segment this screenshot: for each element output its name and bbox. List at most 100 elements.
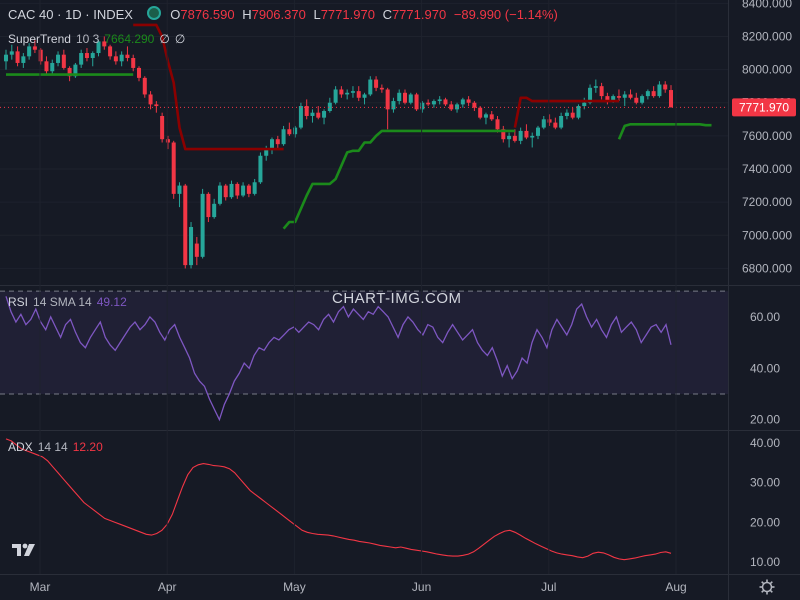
time-tick-label: Aug <box>665 580 686 594</box>
rsi-legend[interactable]: RSI 14 SMA 14 49.12 <box>8 295 132 309</box>
last-price-label: 7771.970 <box>739 100 789 114</box>
candle-body <box>460 99 465 105</box>
candle-body <box>426 102 431 105</box>
candle-body <box>3 54 9 62</box>
candle-body <box>541 119 546 128</box>
last-price-badge <box>732 98 796 117</box>
adx-legend[interactable]: ADX 14 14 12.20 <box>8 440 108 454</box>
candle-body <box>154 104 159 107</box>
symbol-header: CAC 40 · 1D · INDEX O7876.590 H7906.370 … <box>8 6 562 22</box>
rsi-value: 49.12 <box>96 295 127 309</box>
candle-body <box>96 41 101 54</box>
candle-body <box>136 67 142 78</box>
candle-body <box>38 49 43 62</box>
candle-body <box>148 94 153 105</box>
candle-body <box>634 97 639 103</box>
candle-body <box>379 87 384 90</box>
candle-body <box>113 56 118 62</box>
candle-body <box>316 112 321 118</box>
supertrend-line <box>513 96 619 128</box>
candle-body <box>9 51 14 55</box>
candle-body <box>235 183 240 196</box>
candle-body <box>645 91 650 97</box>
settings-gear-icon[interactable] <box>759 579 775 595</box>
gear-ring <box>761 581 773 593</box>
candle-body <box>160 115 165 140</box>
rsi-line <box>5 296 672 422</box>
candle-body <box>27 46 32 57</box>
candle-body <box>668 90 674 108</box>
candle-body <box>535 127 541 136</box>
adx-label: ADX <box>8 440 33 454</box>
price-tick-label: 7600.000 <box>742 129 792 143</box>
candle-body <box>73 64 78 77</box>
candle-body <box>657 84 662 97</box>
candle-body <box>229 183 234 198</box>
candle-body <box>84 53 89 58</box>
rsi-band-fill <box>0 291 728 394</box>
candle-body <box>333 89 338 103</box>
high-value: 7906.370 <box>251 7 306 22</box>
candle-body <box>212 203 217 218</box>
price-tick-label: 8000.000 <box>742 63 792 77</box>
candle-body <box>79 53 84 65</box>
candle-body <box>495 119 500 130</box>
rsi-tick-label: 20.00 <box>750 413 780 427</box>
candle-body <box>478 107 483 118</box>
time-tick-label: Jul <box>541 580 556 594</box>
symbol-title[interactable]: CAC 40 · 1D · INDEX <box>8 7 133 22</box>
candle-body <box>67 67 72 77</box>
candle-body <box>206 193 211 218</box>
candle-body <box>165 139 170 143</box>
adx-value: 12.20 <box>72 440 103 454</box>
rsi-params: 14 SMA 14 <box>33 295 92 309</box>
candle-body <box>258 155 263 183</box>
candle-body <box>15 51 20 63</box>
supertrend-label: SuperTrend <box>8 32 71 46</box>
candle-body <box>223 185 228 198</box>
candle-body <box>553 122 558 128</box>
candle-body <box>397 92 402 102</box>
candle-body <box>489 114 494 120</box>
rsi-tick-label: 60.00 <box>750 310 780 324</box>
candle-body <box>310 112 315 116</box>
candle-body <box>651 91 656 97</box>
candle-body <box>131 57 136 68</box>
time-tick-label: Apr <box>158 580 177 594</box>
adx-tick-label: 40.00 <box>750 436 780 450</box>
price-tick-label: 8400.000 <box>742 0 792 10</box>
candle-body <box>611 96 616 102</box>
adx-tick-label: 20.00 <box>750 515 780 529</box>
candle-body <box>524 130 529 138</box>
candle-body <box>61 54 66 68</box>
candle-body <box>628 94 633 98</box>
low-label: L <box>313 7 321 22</box>
candle-body <box>102 41 107 47</box>
candle-body <box>246 185 251 194</box>
candle-body <box>518 130 523 141</box>
candle-body <box>547 119 552 123</box>
close-label: C <box>382 7 392 22</box>
candle-body <box>431 101 436 105</box>
candle-body <box>443 99 448 105</box>
candle-body <box>414 94 419 110</box>
candle-body <box>252 182 257 194</box>
candle-body <box>374 79 379 88</box>
candle-body <box>605 96 610 102</box>
candle-body <box>449 104 454 110</box>
tradingview-logo-icon <box>12 543 35 556</box>
adx-line <box>5 438 672 561</box>
supertrend-params: 10 3 <box>75 32 100 46</box>
open-label: O <box>170 7 181 22</box>
gear-tooth <box>761 581 765 585</box>
empty-set-icon: ∅ <box>159 32 170 46</box>
supertrend-legend[interactable]: SuperTrend 10 3 7664.290 ∅ ∅ <box>8 32 190 46</box>
supertrend-line <box>282 129 515 230</box>
candle-body <box>507 135 512 140</box>
candle-body <box>339 89 344 95</box>
supertrend-line <box>617 123 712 140</box>
change-value: −89.990 (−1.14%) <box>453 7 558 22</box>
price-tick-label: 8200.000 <box>742 29 792 43</box>
candle-body <box>588 87 593 103</box>
candle-body <box>241 185 246 196</box>
